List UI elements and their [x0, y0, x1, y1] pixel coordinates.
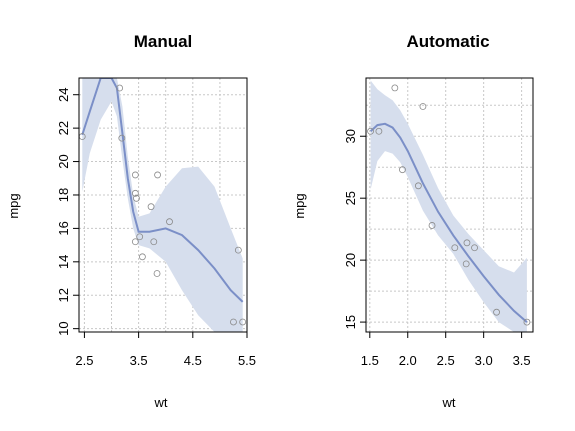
data-point — [471, 244, 478, 252]
data-point — [131, 238, 139, 246]
data-point — [131, 189, 139, 197]
data-point — [139, 253, 146, 261]
x-tick-label: 4.5 — [184, 353, 202, 368]
x-tick-label: 1.5 — [361, 353, 379, 368]
y-tick-label: 18 — [56, 188, 71, 202]
data-point — [131, 171, 139, 179]
x-tick-label: 5.5 — [238, 353, 256, 368]
confidence-band — [82, 78, 243, 332]
y-tick-label: 22 — [56, 121, 71, 135]
data-point — [166, 218, 173, 226]
data-point — [154, 171, 161, 179]
plot-frame — [365, 77, 534, 333]
x-tick-label: 2.0 — [399, 353, 417, 368]
data-point — [116, 84, 124, 92]
x-tick-label: 3.5 — [130, 353, 148, 368]
data-point — [428, 222, 436, 229]
y-tick-label: 20 — [56, 154, 71, 168]
y-axis-label: mpg — [292, 193, 307, 218]
y-tick-label: 12 — [56, 288, 71, 302]
data-point — [239, 318, 247, 326]
plot-frame — [78, 77, 248, 333]
y-tick-label: 14 — [56, 255, 71, 269]
y-axis-label: mpg — [6, 193, 21, 218]
panel-manual: Manual wt mpg 2.5 3.5 4.5 5.5 10 12 14 16 18 20 22… — [6, 32, 256, 410]
data-point — [153, 270, 161, 277]
data-point — [463, 239, 471, 247]
y-tick-label: 25 — [343, 191, 358, 205]
y-tick-label: 10 — [56, 321, 71, 335]
x-tick-label: 3.5 — [513, 353, 531, 368]
smooth-line — [81, 78, 244, 303]
data-point — [414, 182, 422, 190]
data-point — [150, 238, 158, 246]
data-point — [230, 318, 237, 326]
data-point — [375, 127, 383, 135]
y-tick-label: 15 — [343, 315, 358, 329]
data-point — [419, 103, 427, 110]
confidence-band — [370, 80, 527, 332]
x-tick-label: 3.0 — [475, 353, 493, 368]
plot-area — [79, 78, 247, 332]
data-point — [136, 233, 144, 241]
x-axis-label: wt — [442, 395, 456, 410]
data-point — [462, 260, 470, 268]
chart-title: Manual — [134, 32, 193, 51]
data-point — [523, 318, 531, 326]
panel-automatic: Automatic wt mpg 1.5 2.0 2.5 3.0 3.5 15 20 25 30 — [292, 32, 534, 410]
data-point — [451, 244, 459, 252]
data-point — [118, 134, 126, 142]
data-point — [367, 127, 374, 135]
y-tick-label: 24 — [56, 87, 71, 101]
x-tick-label: 2.5 — [437, 353, 455, 368]
data-point — [391, 84, 399, 92]
x-axis-label: wt — [154, 395, 168, 410]
y-tick-label: 20 — [343, 253, 358, 267]
data-point — [133, 194, 140, 202]
chart-title: Automatic — [406, 32, 489, 51]
data-point — [399, 166, 406, 174]
smooth-line — [369, 122, 528, 323]
x-tick-label: 2.5 — [75, 353, 93, 368]
data-point — [493, 308, 500, 316]
y-tick-label: 16 — [56, 221, 71, 235]
data-point — [147, 203, 155, 211]
plot-area — [366, 78, 533, 332]
y-tick-label: 30 — [343, 129, 358, 143]
data-point — [234, 246, 242, 254]
